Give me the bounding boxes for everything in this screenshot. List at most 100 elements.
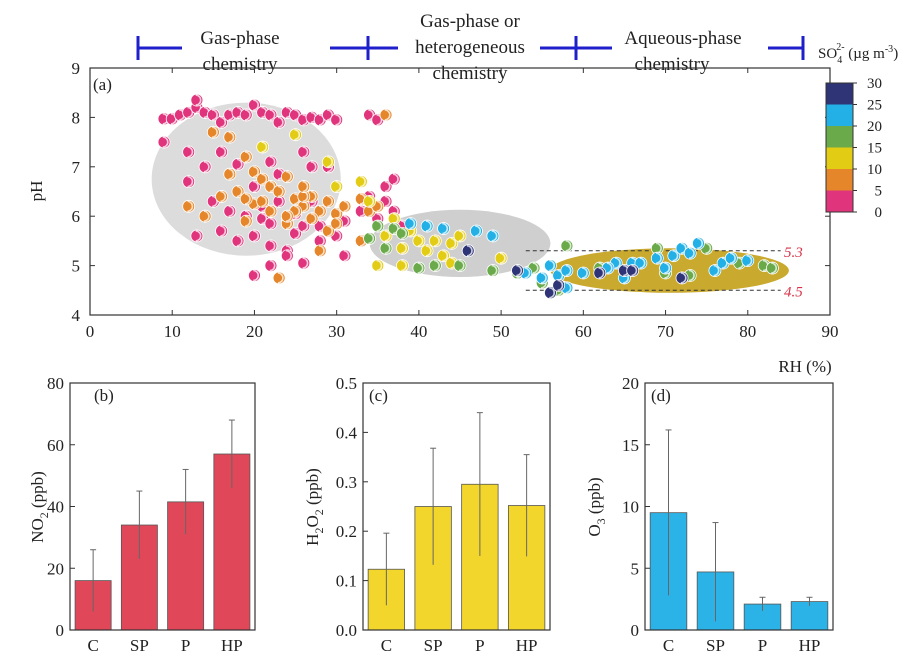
x-axis-label-a: RH (%) [778, 357, 831, 376]
data-point [535, 271, 549, 285]
panel-a: 5.3 4.5 0 10 20 30 40 50 60 70 80 90 4 5 6 7 8 9 (a) RH … [27, 59, 839, 376]
data-point-highlight [360, 175, 366, 188]
data-point-highlight [269, 180, 276, 193]
x-tick-label: C [87, 636, 98, 652]
colorbar-tick-label: 25 [867, 98, 882, 114]
data-point-highlight [212, 109, 218, 121]
x-tick-label: HP [799, 636, 821, 652]
data-point [272, 271, 286, 285]
data-point-highlight [294, 128, 301, 141]
data-point [322, 155, 335, 169]
data-point-highlight [187, 146, 194, 158]
y-tick-label: 0 [56, 621, 65, 640]
y-tick-label-a: 6 [72, 207, 81, 226]
y-tick-label-a: 4 [72, 306, 81, 325]
data-point [330, 113, 344, 127]
data-point-highlight [236, 158, 243, 171]
data-point [256, 194, 270, 208]
data-point [379, 241, 393, 255]
data-point [248, 180, 261, 193]
data-point [313, 244, 327, 258]
panel-label-d: (d) [651, 386, 671, 405]
data-point [461, 244, 475, 258]
regime-het-label-line1: Gas-phase or [420, 11, 520, 32]
x-tick-label: C [381, 636, 392, 652]
data-point-highlight [220, 146, 227, 158]
data-point [297, 180, 311, 193]
data-point-highlight [368, 109, 375, 121]
data-point [683, 246, 697, 260]
panel-label-b: (b) [94, 386, 114, 405]
data-point-highlight [376, 220, 383, 232]
colorbar-title: SO4 2- (µg m-3) [818, 42, 898, 66]
data-point-highlight [327, 225, 333, 237]
x-tick-label: HP [221, 636, 243, 652]
data-point [215, 224, 228, 238]
regime-gas-label-line1: Gas-phase [200, 28, 279, 49]
data-point [387, 172, 401, 186]
data-point-highlight [286, 170, 292, 183]
data-point-highlight [228, 168, 235, 181]
data-point-highlight [549, 286, 555, 299]
data-point [396, 241, 409, 255]
y-tick-label: 5 [631, 559, 640, 578]
colorbar-swatch [826, 147, 853, 169]
y-tick-label: 0.0 [336, 621, 357, 640]
y-tick-label: 0.2 [336, 522, 357, 541]
x-tick-label: SP [706, 636, 725, 652]
data-point-highlight [286, 210, 292, 222]
colorbar-swatches: 0 5 10 15 20 25 30 [825, 76, 883, 221]
y-tick-label: 40 [47, 498, 64, 517]
ylabel-c-sub2: 2 [312, 509, 326, 515]
data-point-highlight [680, 272, 687, 284]
data-point [412, 234, 426, 248]
data-point [494, 251, 508, 265]
x-tick-label: SP [130, 636, 149, 652]
data-point-highlight [368, 195, 375, 208]
y-tick-label: 0.3 [336, 473, 357, 492]
y-tick-label: 20 [47, 559, 64, 578]
ylabel-d-unit: (ppb) [585, 477, 604, 518]
ylabel-d-main: O [585, 524, 604, 536]
data-point-highlight [434, 259, 440, 272]
data-point [264, 204, 278, 218]
data-point [264, 259, 278, 273]
data-point-highlight [277, 185, 284, 198]
data-point-highlight [253, 269, 259, 282]
data-point-highlight [335, 114, 342, 126]
y-tick-label: 0 [631, 621, 640, 640]
data-point [544, 259, 557, 273]
data-point-highlight [417, 235, 424, 247]
data-point-highlight [269, 217, 276, 230]
data-point [354, 175, 368, 189]
data-point-highlight [269, 156, 276, 168]
data-point-highlight [656, 252, 662, 264]
data-point [239, 192, 253, 206]
data-point [379, 180, 393, 193]
data-point [215, 145, 228, 159]
data-point-highlight [705, 242, 712, 255]
data-point-highlight [269, 240, 276, 252]
data-point-highlight [195, 94, 202, 106]
data-point [552, 278, 566, 292]
data-point [420, 219, 434, 233]
data-point-highlight [771, 262, 777, 274]
colorbar-tick-label: 5 [875, 184, 883, 200]
x-tick-label-a: 0 [86, 322, 95, 341]
regime-gas-label-line2: chemistry [203, 54, 278, 75]
data-point-highlight [680, 242, 687, 255]
panel-d: (d) O3 (ppb) C SP P HP 0 5 10 15 20 [585, 374, 834, 652]
data-point [330, 217, 344, 231]
y-tick-label: 20 [622, 374, 639, 393]
data-point-highlight [384, 180, 391, 193]
y-tick-label: 0.4 [336, 423, 358, 442]
data-point [322, 224, 335, 238]
data-point [289, 128, 302, 142]
data-point-highlight [294, 205, 301, 218]
data-point-highlight [450, 237, 457, 250]
panel-label-a: (a) [93, 75, 112, 94]
data-point [470, 224, 483, 238]
y-axis-label-c: H2O2 (ppb) [303, 468, 326, 546]
data-point [741, 254, 755, 268]
